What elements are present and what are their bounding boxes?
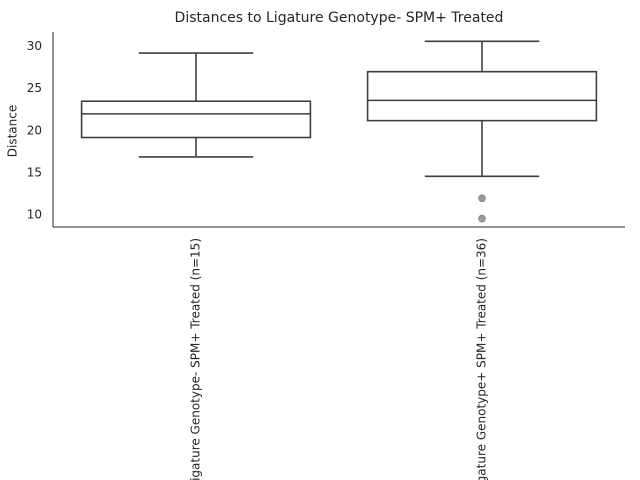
y-tick-label: 30: [27, 39, 42, 53]
chart-title: Distances to Ligature Genotype- SPM+ Tre…: [175, 10, 504, 26]
x-tick-label: Ligature Genotype- SPM+ Treated (n=15): [189, 238, 203, 480]
box: [366, 70, 598, 122]
y-tick-label: 25: [27, 81, 42, 95]
box: [80, 100, 312, 139]
y-axis-label: Distance: [6, 105, 20, 157]
outlier: [478, 194, 486, 203]
y-tick-label: 20: [27, 123, 42, 137]
y-tick-label: 10: [27, 208, 42, 222]
y-tick-label: 15: [27, 165, 42, 179]
x-tick-label: Ligature Genotype+ SPM+ Treated (n=36): [475, 238, 489, 480]
outlier: [478, 214, 486, 223]
